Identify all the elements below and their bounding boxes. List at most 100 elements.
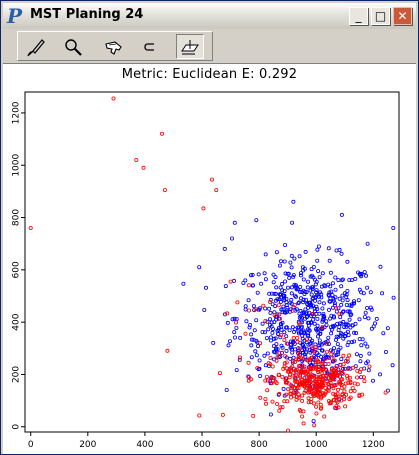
- brush-tool-button[interactable]: [22, 34, 50, 59]
- data-point: [303, 378, 308, 383]
- data-point: [293, 327, 298, 332]
- data-point: [298, 374, 303, 379]
- data-point: [324, 319, 329, 324]
- data-point: [313, 382, 318, 387]
- data-point: [306, 358, 311, 363]
- data-point: [359, 274, 364, 279]
- data-point: [316, 375, 321, 380]
- data-point: [362, 270, 367, 275]
- data-point: [358, 367, 363, 372]
- data-point: [263, 252, 268, 257]
- data-point: [274, 381, 279, 386]
- data-point: [273, 347, 278, 352]
- close-button[interactable]: ✕: [393, 7, 412, 25]
- data-point: [262, 330, 267, 335]
- data-point: [358, 359, 363, 364]
- data-point: [342, 291, 347, 296]
- data-point: [282, 310, 287, 315]
- data-point: [354, 330, 359, 335]
- data-point: [300, 265, 305, 270]
- data-point: [338, 345, 343, 350]
- data-point: [269, 324, 274, 329]
- data-point: [326, 370, 331, 375]
- data-point: [246, 308, 251, 313]
- data-point: [286, 381, 291, 386]
- data-point: [327, 290, 332, 295]
- data-point: [381, 331, 386, 336]
- data-point: [320, 391, 325, 396]
- data-point: [225, 311, 230, 316]
- data-point: [332, 358, 337, 363]
- data-point: [331, 324, 336, 329]
- data-point: [350, 386, 355, 391]
- data-point: [317, 275, 322, 280]
- data-point: [322, 325, 327, 330]
- data-point: [255, 290, 260, 295]
- data-point: [296, 351, 301, 356]
- data-point: [330, 281, 335, 286]
- data-point: [284, 334, 289, 339]
- subset-tool-button[interactable]: [136, 34, 164, 59]
- data-point: [377, 372, 382, 377]
- data-point: [298, 273, 303, 278]
- data-point: [305, 285, 310, 290]
- title-bar[interactable]: P MST Planing 24 _ □ ✕: [3, 3, 416, 29]
- data-point: [318, 365, 323, 370]
- plot-canvas[interactable]: 0 200 400 600 800 1000 1200 0 200 400 600 800 1000 12…: [3, 63, 416, 454]
- data-point: [277, 316, 282, 321]
- zoom-tool-button[interactable]: [60, 34, 88, 59]
- data-point: [296, 329, 301, 334]
- data-point: [280, 288, 285, 293]
- maximize-button[interactable]: □: [371, 7, 390, 25]
- data-point: [295, 339, 300, 344]
- data-point: [291, 273, 296, 278]
- data-point: [301, 297, 306, 302]
- data-point: [278, 405, 283, 410]
- data-point: [292, 302, 297, 307]
- pan-tool-button[interactable]: [100, 34, 128, 59]
- scatter-plot[interactable]: 0 200 400 600 800 1000 1200 0 200 400 600 800 1000 12…: [3, 64, 414, 454]
- data-point: [258, 341, 263, 346]
- data-point: [366, 368, 371, 373]
- data-point: [339, 251, 344, 256]
- data-point: [318, 402, 323, 407]
- data-point: [317, 311, 322, 316]
- plane-tool-button[interactable]: [176, 34, 204, 59]
- data-point: [298, 271, 303, 276]
- data-point: [329, 352, 334, 357]
- data-point: [317, 345, 322, 350]
- minimize-button[interactable]: _: [349, 7, 368, 25]
- data-point: [263, 363, 268, 368]
- data-point: [315, 389, 320, 394]
- data-point: [328, 325, 333, 330]
- data-point: [342, 325, 347, 330]
- data-point: [320, 306, 325, 311]
- data-point: [275, 401, 280, 406]
- data-point: [338, 315, 343, 320]
- data-point: [352, 339, 357, 344]
- data-point: [234, 368, 239, 373]
- data-point: [257, 306, 262, 311]
- data-point: [289, 291, 294, 296]
- data-point: [301, 311, 306, 316]
- data-point: [340, 309, 345, 314]
- data-point: [248, 322, 253, 327]
- data-point: [341, 336, 346, 341]
- data-point: [316, 400, 321, 405]
- data-point: [285, 285, 290, 290]
- data-point: [197, 413, 202, 418]
- data-point: [355, 368, 360, 373]
- data-point: [249, 332, 254, 337]
- data-point: [328, 284, 333, 289]
- data-point: [294, 367, 299, 372]
- data-point: [304, 337, 309, 342]
- data-point: [311, 317, 316, 322]
- data-point: [232, 330, 237, 335]
- data-point: [349, 277, 354, 282]
- data-point: [292, 256, 297, 261]
- data-point: [270, 302, 275, 307]
- data-point: [258, 373, 263, 378]
- data-point: [222, 246, 227, 251]
- data-point: [247, 325, 252, 330]
